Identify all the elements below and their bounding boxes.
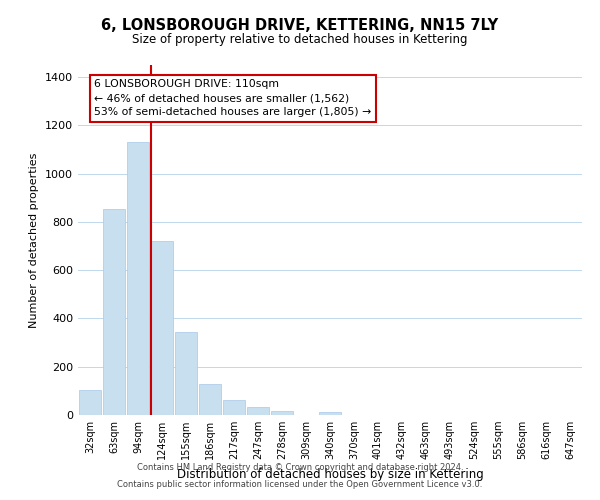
Bar (319, 412, 341, 415)
Bar (247, 408, 269, 415)
Text: 6, LONSBOROUGH DRIVE, KETTERING, NN15 7LY: 6, LONSBOROUGH DRIVE, KETTERING, NN15 7L… (101, 18, 499, 32)
Y-axis label: Number of detached properties: Number of detached properties (29, 152, 40, 328)
Bar (271, 410, 293, 415)
Text: Contains HM Land Registry data © Crown copyright and database right 2024.: Contains HM Land Registry data © Crown c… (137, 464, 463, 472)
Text: Contains public sector information licensed under the Open Government Licence v3: Contains public sector information licen… (118, 480, 482, 489)
Text: Size of property relative to detached houses in Kettering: Size of property relative to detached ho… (132, 32, 468, 46)
Bar (103, 208, 125, 415)
Bar (223, 400, 245, 415)
Text: 6 LONSBOROUGH DRIVE: 110sqm
← 46% of detached houses are smaller (1,562)
53% of : 6 LONSBOROUGH DRIVE: 110sqm ← 46% of det… (94, 80, 371, 118)
Bar (79, 390, 101, 415)
X-axis label: Distribution of detached houses by size in Kettering: Distribution of detached houses by size … (176, 468, 484, 480)
Bar (151, 241, 173, 415)
Bar (127, 142, 149, 415)
Bar (175, 332, 197, 415)
Bar (199, 384, 221, 415)
